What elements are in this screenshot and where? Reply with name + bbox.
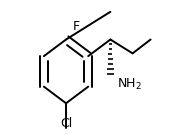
Text: F: F <box>73 20 80 33</box>
Text: NH$_2$: NH$_2$ <box>117 77 142 92</box>
Text: Cl: Cl <box>60 117 72 130</box>
